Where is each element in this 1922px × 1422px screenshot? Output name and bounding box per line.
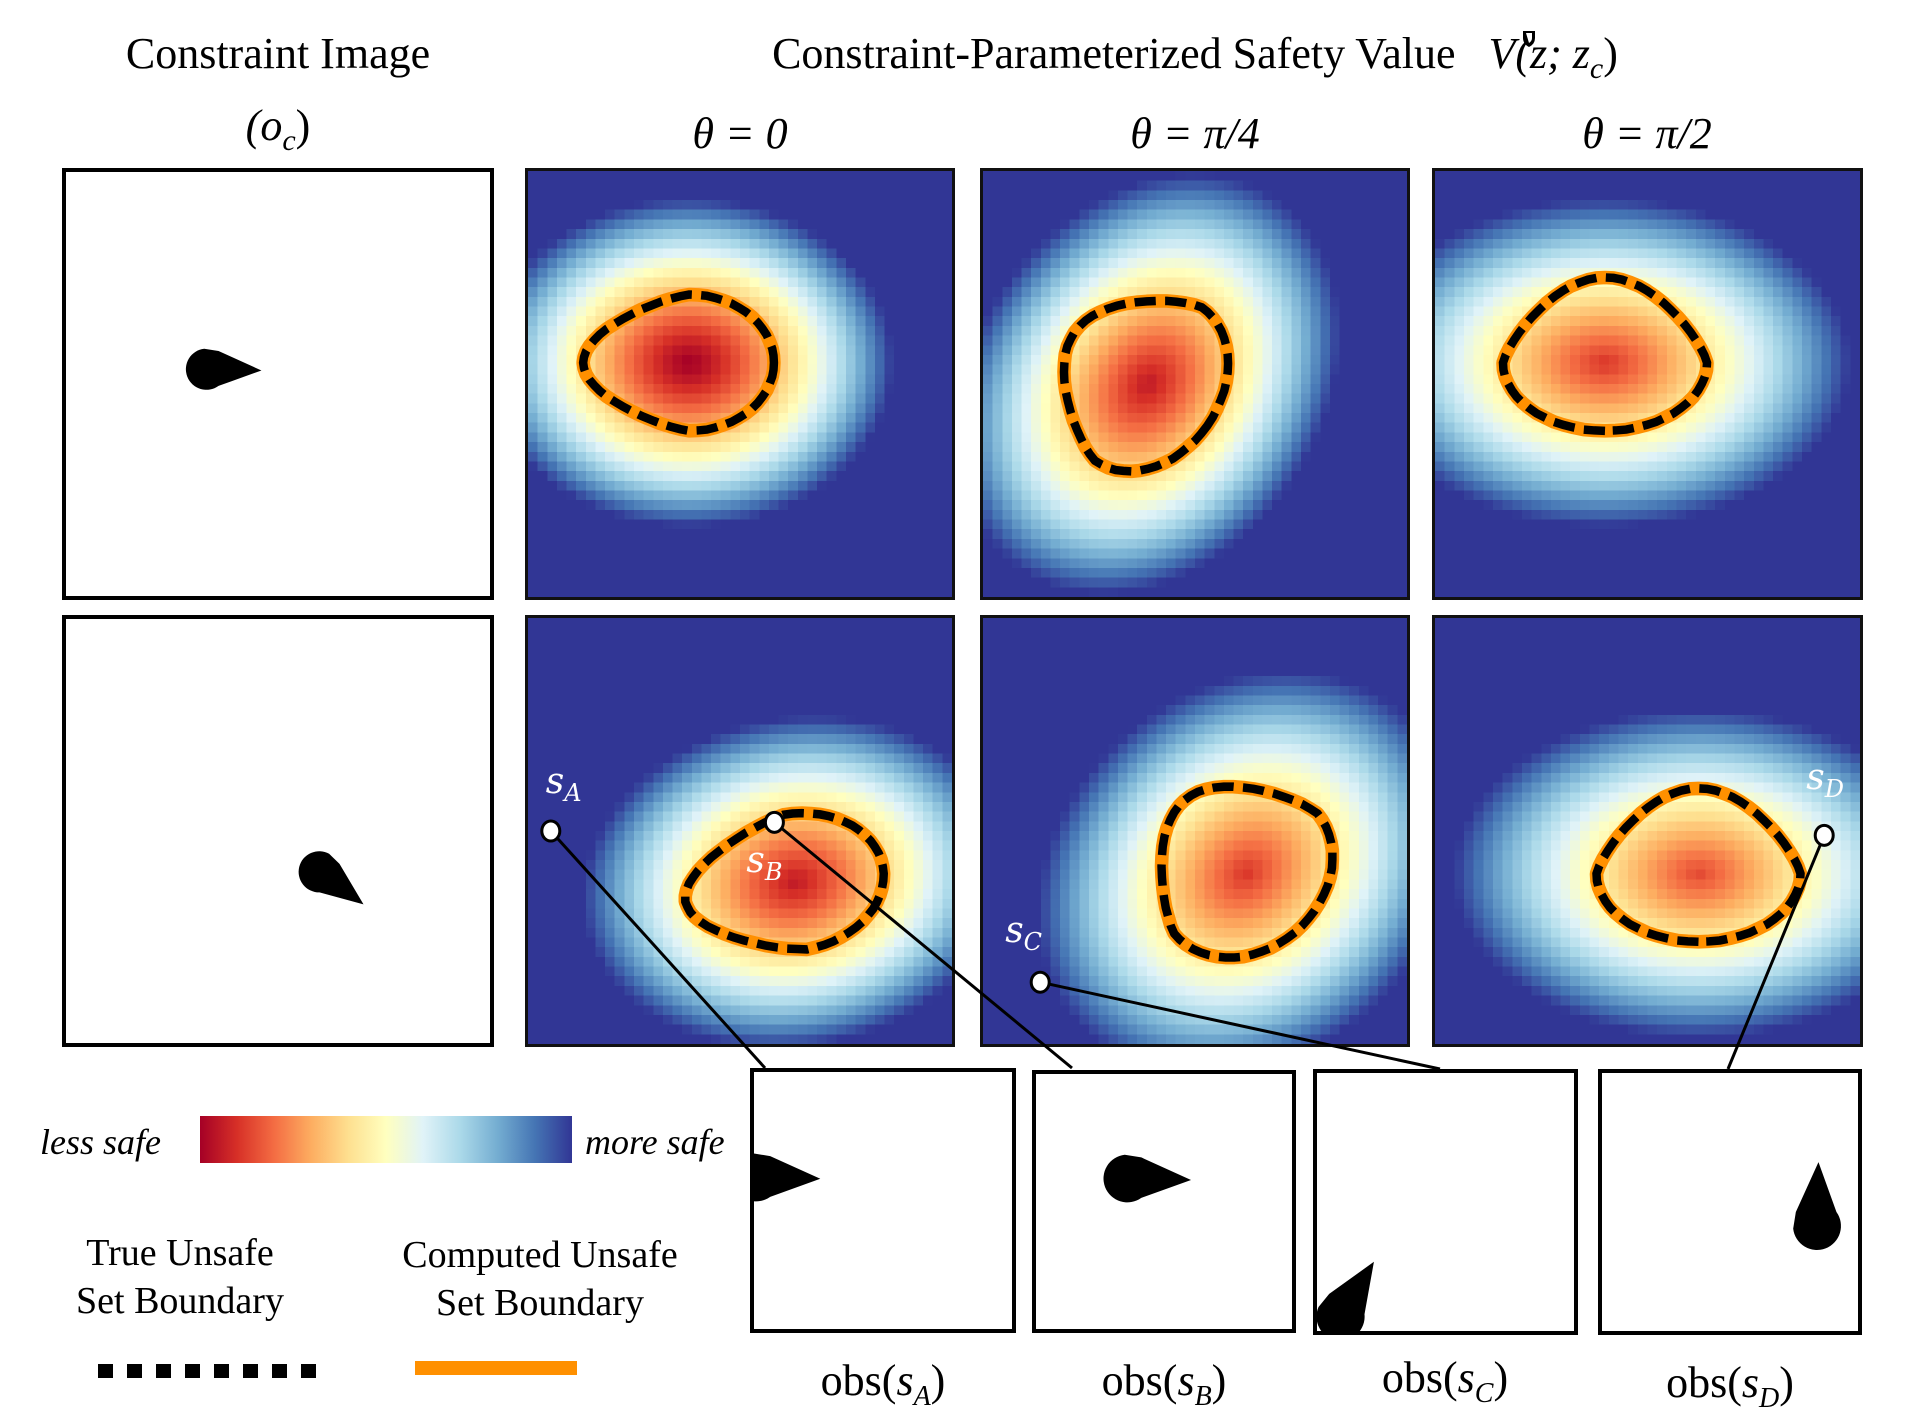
obstacle-drop-icon <box>1317 1261 1374 1331</box>
colorbar-left-label: less safe <box>40 1122 161 1162</box>
column-label-1: θ = π/4 <box>1130 109 1260 158</box>
observation-label-a: obs(sA) <box>820 1356 946 1412</box>
constraint-symbol-sub: c <box>282 123 296 157</box>
obstacle-drop <box>298 851 364 905</box>
observation-label-d: obs(sD) <box>1666 1358 1794 1414</box>
sample-point-label-d: sD <box>1806 757 1844 804</box>
computed-boundary-line2: Set Boundary <box>436 1281 644 1324</box>
obstacle-drop-icon <box>1793 1162 1841 1250</box>
heatmap-row1-col2 <box>1432 615 1863 1047</box>
safety-value-title-text: Constraint-Parameterized Safety Value <box>772 29 1456 78</box>
obstacle-drop-icon <box>298 851 364 905</box>
computed-boundary-line1: Computed Unsafe <box>402 1234 678 1276</box>
unsafe-boundaries <box>1057 294 1235 479</box>
obstacle-drop <box>1103 1154 1192 1203</box>
safety-value-title: Constraint-Parameterized Safety Value V(… <box>525 28 1865 86</box>
observation-box-a <box>750 1068 1016 1333</box>
computed-unsafe-boundary <box>1057 294 1235 479</box>
column-label-0: θ = 0 <box>692 109 788 158</box>
unsafe-boundaries <box>678 806 891 957</box>
heatmap-row0-col0 <box>525 168 955 600</box>
unsafe-boundaries <box>576 287 781 438</box>
computed-boundary-swatch <box>415 1361 577 1375</box>
obstacle-drop <box>754 1153 821 1202</box>
sample-point-label-c: sC <box>1005 910 1043 957</box>
obstacle-drop-icon <box>1103 1154 1192 1203</box>
constraint-image-title: Constraint Image <box>62 28 494 79</box>
computed-unsafe-boundary <box>1154 779 1340 965</box>
obstacle-drop-icon <box>754 1153 821 1202</box>
true-boundary-label: True Unsafe Set Boundary <box>60 1230 300 1325</box>
heatmap-row1-col0 <box>525 615 955 1047</box>
unsafe-boundaries <box>1154 779 1340 965</box>
heatmap-row0-col2 <box>1432 168 1863 600</box>
constraint-image-title-text: Constraint Image <box>125 29 431 78</box>
true-unsafe-boundary <box>578 290 779 436</box>
true-unsafe-boundary <box>1059 296 1233 476</box>
observation-box-b <box>1032 1070 1296 1333</box>
heatmap-row1-col1 <box>980 615 1410 1047</box>
obs-s-b: s <box>1177 1356 1195 1405</box>
true-unsafe-boundary <box>1592 784 1805 947</box>
obs-s-d: s <box>1741 1358 1759 1407</box>
constraint-image-symbol: (oc) <box>62 100 494 158</box>
obstacle-drop <box>1317 1261 1374 1331</box>
computed-boundary-label: Computed Unsafe Set Boundary <box>345 1232 735 1327</box>
column-label-2: θ = π/2 <box>1582 109 1712 158</box>
heatmap-row0-col1 <box>980 168 1410 600</box>
constraint-symbol-close: ) <box>295 101 311 150</box>
safety-value-symbol-sub: c <box>1589 51 1604 85</box>
shield-icon <box>1522 30 1536 48</box>
sample-point-label-b: sB <box>746 840 783 887</box>
safety-value-symbol-close: ) <box>1603 29 1618 78</box>
obs-s-a: s <box>896 1356 914 1405</box>
observation-box-c <box>1313 1069 1578 1335</box>
true-boundary-swatch <box>98 1364 320 1378</box>
obstacle-drop <box>185 348 262 390</box>
unsafe-boundaries <box>1589 781 1808 949</box>
true-unsafe-boundary <box>1498 273 1712 436</box>
colorbar <box>200 1116 572 1163</box>
observation-label-c: obs(sC) <box>1381 1353 1509 1409</box>
colorbar-right-label: more safe <box>585 1122 725 1162</box>
safety-value-symbol: V(z; z <box>1488 29 1590 78</box>
obstacle-drop-icon <box>185 348 262 390</box>
unsafe-boundaries <box>1496 270 1714 438</box>
observation-box-d <box>1598 1069 1862 1335</box>
sample-point-label-a: sA <box>545 761 582 808</box>
true-unsafe-boundary <box>1157 782 1337 962</box>
constraint-image-panel-0 <box>62 168 494 600</box>
obs-s-c: s <box>1457 1353 1475 1402</box>
true-boundary-line2: Set Boundary <box>76 1279 284 1322</box>
true-boundary-line1: True Unsafe <box>86 1232 274 1274</box>
observation-label-b: obs(sB) <box>1101 1356 1227 1412</box>
constraint-symbol-open: (o <box>245 101 283 150</box>
obstacle-drop <box>1793 1162 1841 1250</box>
constraint-image-panel-1 <box>62 615 494 1047</box>
